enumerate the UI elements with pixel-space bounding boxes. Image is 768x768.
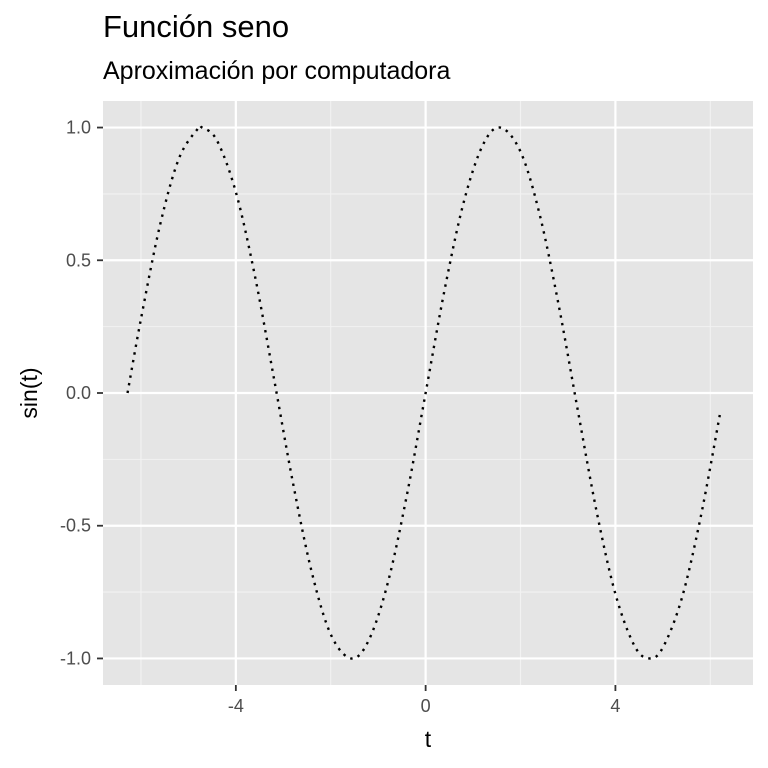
y-axis-title: sin(t) [16,367,42,418]
y-axis-ticks: -1.0 -0.5 0.0 0.5 1.0 [60,118,103,668]
y-tick-label: -1.0 [60,648,91,668]
y-tick-label: 1.0 [66,118,91,138]
x-tick-label: 0 [421,696,431,716]
sine-series-line [126,124,721,660]
chart-title: Función seno [103,9,290,44]
x-tick-label: 4 [610,696,620,716]
major-gridlines [103,101,753,685]
x-axis-title: t [425,726,432,752]
x-tick-label: -4 [228,696,244,716]
chart-subtitle: Aproximación por computadora [103,57,451,85]
x-axis-ticks: -4 0 4 [228,685,620,716]
y-tick-label: 0.5 [66,250,91,270]
y-tick-label: 0.0 [66,383,91,403]
y-tick-label: -0.5 [60,516,91,536]
